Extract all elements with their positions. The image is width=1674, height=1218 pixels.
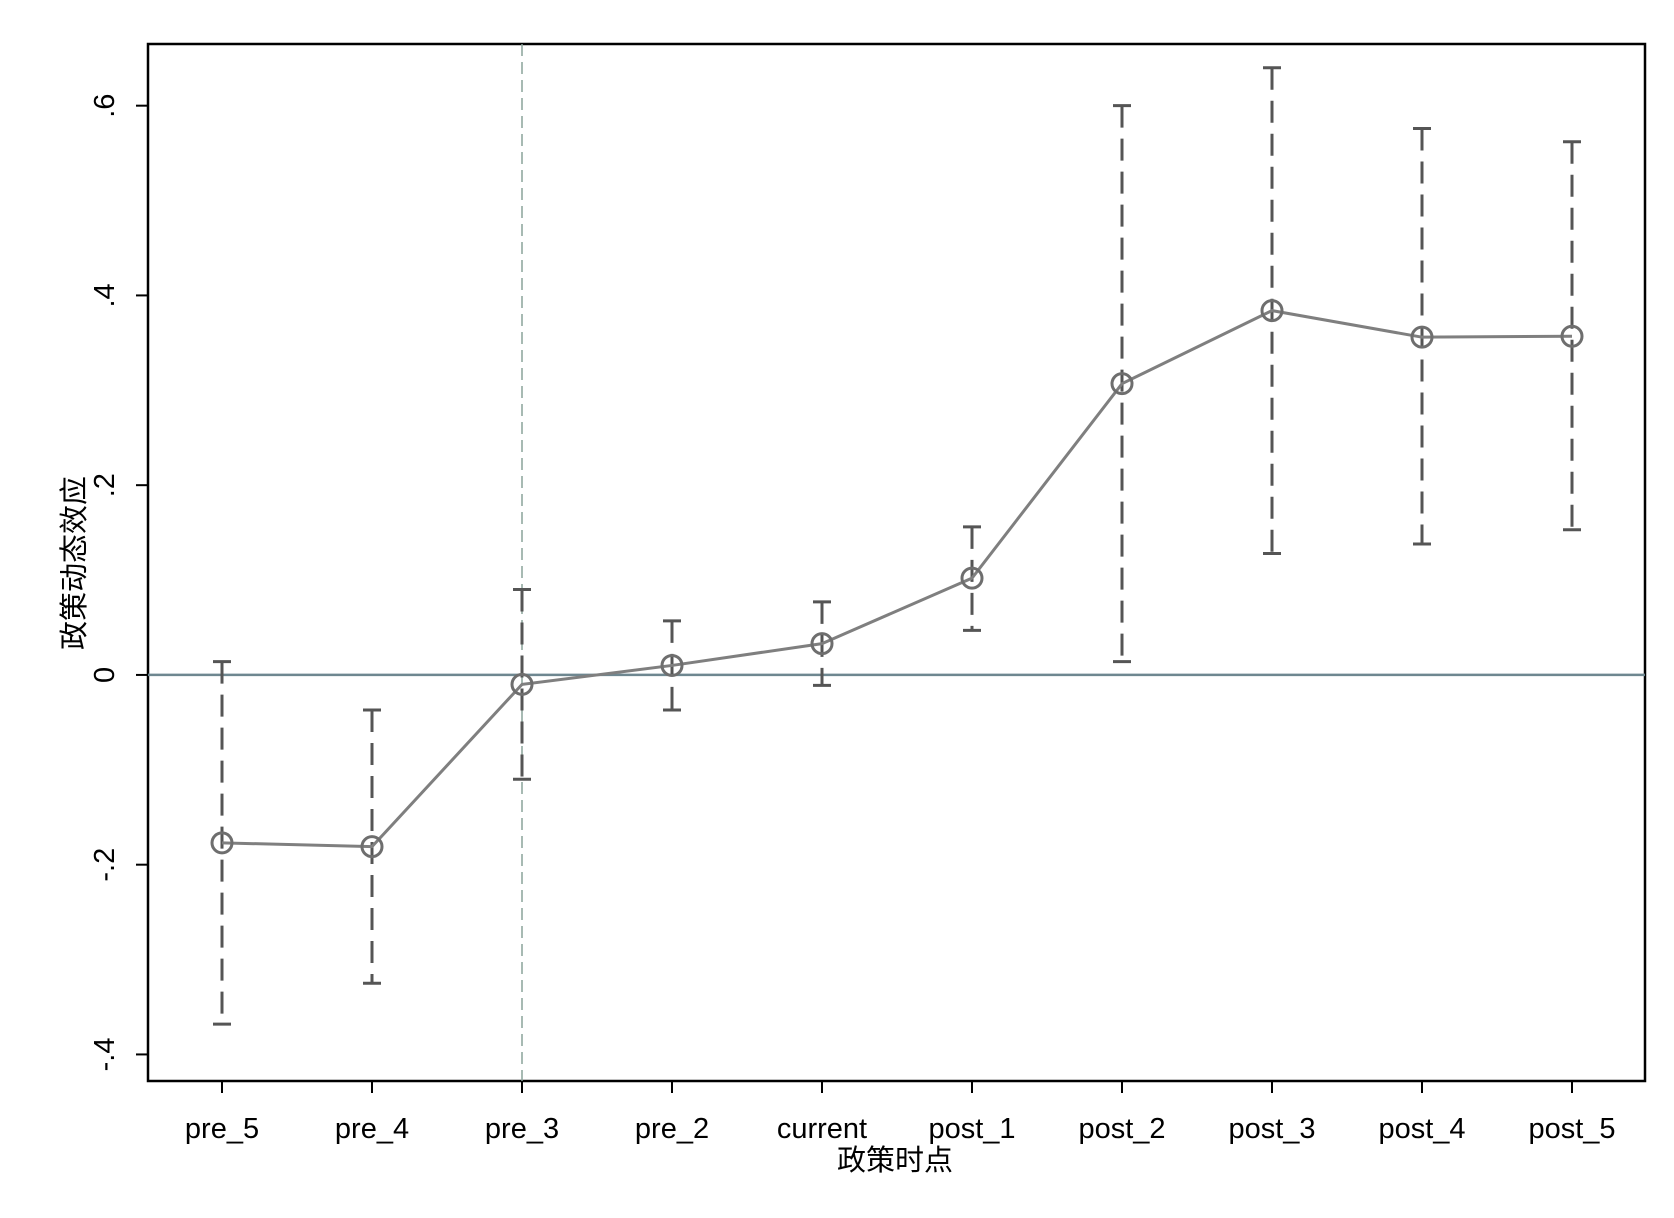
plot-frame — [146, 42, 1647, 1083]
error-bar-pre_5 — [213, 660, 231, 1026]
series-line — [221, 309, 1573, 849]
data-point-post_3 — [1260, 299, 1284, 323]
x-tick-label: post_5 — [1528, 1113, 1615, 1145]
y-axis: -.4 -.2 0 .2 .4 .6 — [89, 94, 148, 1072]
x-tick-label: post_2 — [1078, 1113, 1165, 1145]
y-tick-label: .4 — [89, 283, 121, 307]
y-tick-label: .2 — [89, 473, 121, 497]
y-axis-title: 政策动态效应 — [57, 476, 91, 650]
y-tick-label: -.4 — [89, 1038, 121, 1072]
y-tick-label: 0 — [89, 667, 121, 683]
x-axis-title: 政策时点 — [837, 1143, 953, 1177]
y-tick-label: .6 — [89, 94, 121, 118]
x-tick-label: pre_2 — [635, 1113, 709, 1145]
x-tick-label: post_3 — [1228, 1113, 1315, 1145]
data-point-pre_3 — [510, 672, 534, 696]
x-tick-label: pre_5 — [185, 1113, 259, 1145]
data-point-current — [810, 632, 834, 656]
x-tick-label: current — [777, 1113, 867, 1145]
data-point-pre_5 — [210, 831, 234, 855]
data-point-post_4 — [1410, 325, 1434, 349]
data-point-pre_4 — [360, 835, 384, 859]
x-tick-label: post_4 — [1378, 1113, 1465, 1145]
x-tick-label: post_1 — [928, 1113, 1015, 1145]
data-point-pre_2 — [660, 653, 684, 677]
plot-layer — [146, 42, 1647, 1083]
x-tick-label: pre_3 — [485, 1113, 559, 1145]
x-axis: pre_5 pre_4 pre_3 pre_2 current post_1 post_2 p… — [185, 1081, 1616, 1145]
data-point-post_2 — [1110, 372, 1134, 396]
data-point-post_5 — [1560, 324, 1584, 348]
error-bar-pre_3 — [513, 588, 531, 781]
data-point-post_1 — [960, 566, 984, 590]
x-tick-label: pre_4 — [335, 1113, 409, 1145]
y-tick-label: -.2 — [89, 848, 121, 882]
error-bar-post_5 — [1563, 140, 1581, 532]
